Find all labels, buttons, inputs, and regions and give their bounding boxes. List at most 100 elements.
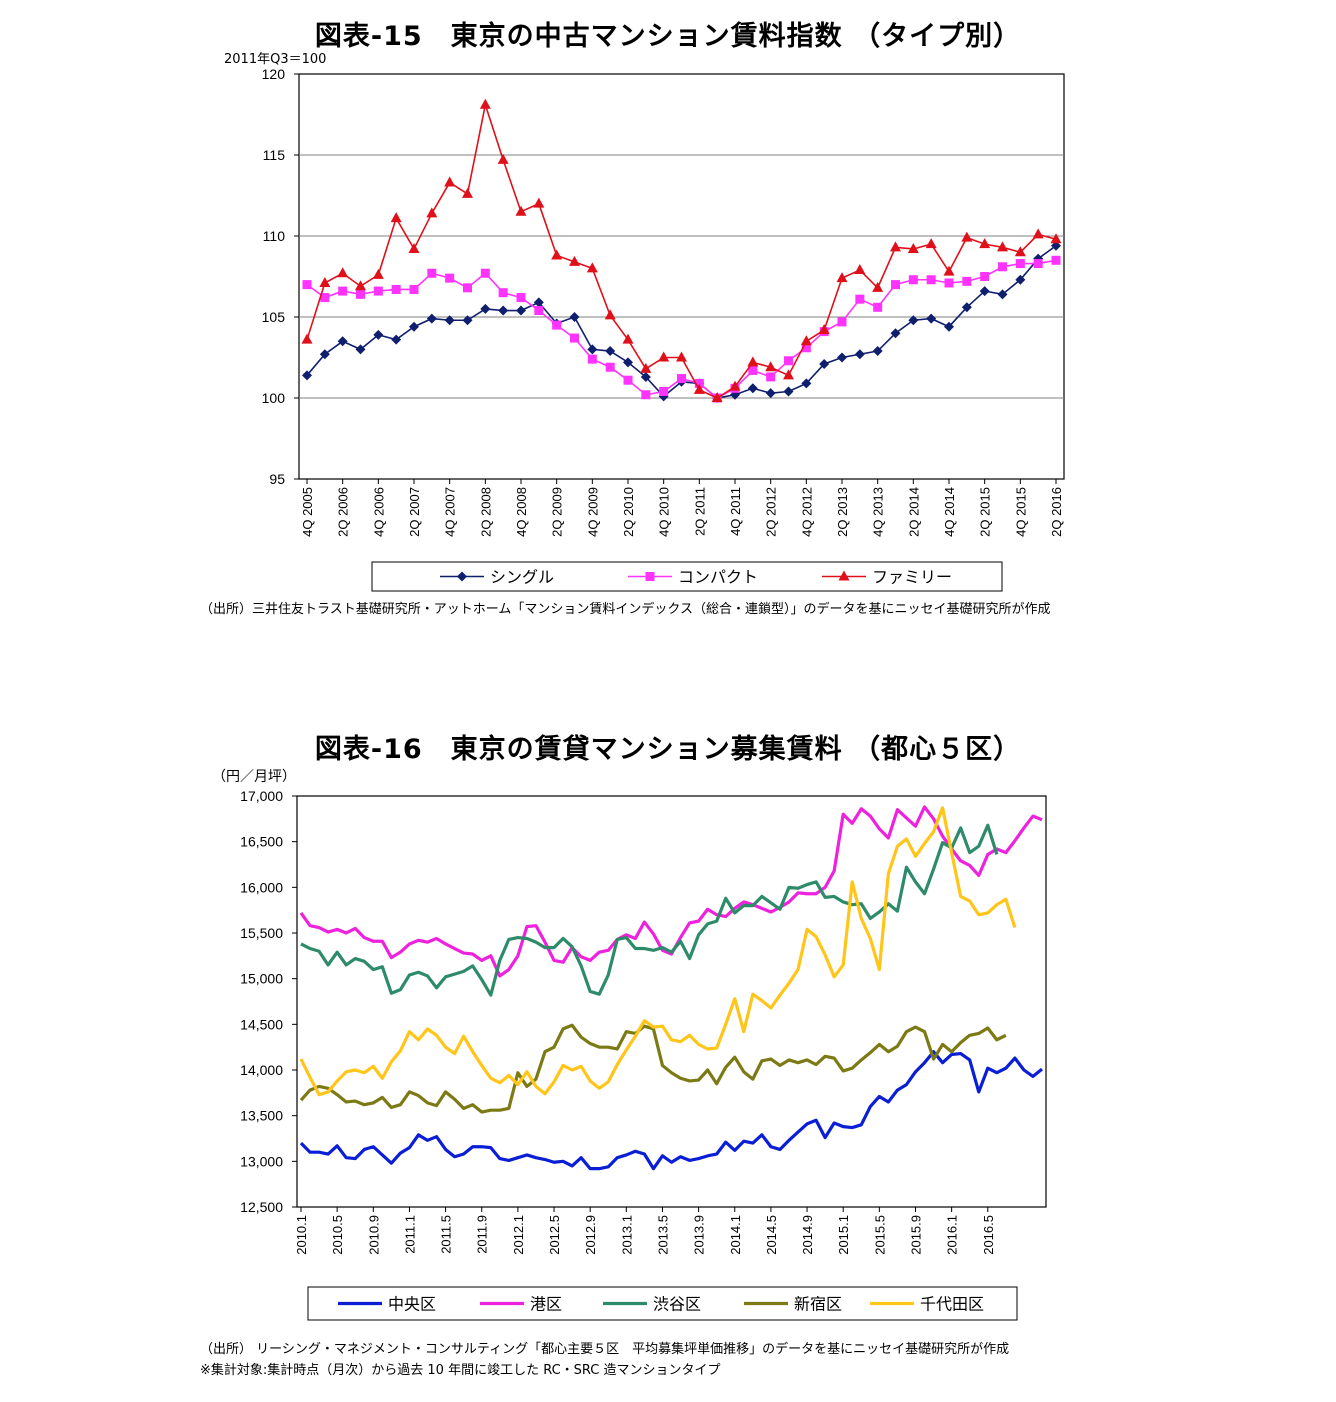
chart1-x-tick-label: 4Q 2005 — [300, 487, 315, 537]
chart1-point-1 — [1051, 255, 1061, 265]
chart1-point-2 — [872, 281, 884, 292]
chart1-legend-label-1: コンパクト — [678, 569, 758, 587]
chart2-series-line-0 — [299, 1050, 1044, 1171]
chart1-point-0 — [926, 313, 937, 324]
chart1-point-0 — [373, 329, 384, 340]
chart1-x-tick-label: 2Q 2006 — [336, 487, 351, 537]
chart1-point-0 — [819, 358, 830, 369]
chart2-svg: 12,500 13,000 13,500 14,000 14,500 15,000 15,5… — [240, 788, 1047, 1321]
chart1-legend-marker-0 — [457, 571, 467, 582]
chart1-point-2 — [569, 255, 580, 266]
chart1-x-tick-label: 4Q 2008 — [514, 487, 529, 537]
chart1-point-1 — [516, 293, 526, 303]
chart1-point-0 — [783, 386, 794, 397]
chart1-point-1 — [801, 343, 811, 353]
chart1-point-1 — [391, 284, 401, 294]
chart1-point-0 — [498, 305, 509, 316]
chart1-x-tick-label: 2Q 2011 — [692, 487, 707, 536]
chart1-point-0 — [587, 344, 598, 355]
chart1-point-1 — [980, 272, 990, 281]
chart1-point-0 — [480, 303, 491, 314]
chart2-x-tick-label: 2011.1 — [402, 1215, 417, 1254]
chart1-point-1 — [534, 306, 544, 316]
chart1-point-2 — [462, 187, 473, 198]
chart1-x-tick-label: 4Q 2012 — [799, 487, 814, 537]
chart1-legend-label-2: ファミリー — [872, 570, 952, 587]
chart1-point-0 — [516, 305, 526, 316]
chart1-point-0 — [765, 388, 776, 399]
chart1-point-1 — [373, 286, 383, 296]
chart1-point-1 — [570, 333, 579, 343]
chart1-point-2 — [622, 333, 634, 344]
chart2-x-tick-label: 2011.5 — [439, 1215, 454, 1254]
chart1-point-0 — [640, 371, 651, 382]
chart1-point-1 — [623, 375, 633, 385]
chart1-point-0 — [979, 286, 990, 297]
chart2-x-tick-label: 2010.9 — [366, 1215, 381, 1255]
chart1-point-2 — [711, 392, 723, 402]
chart1-point-0 — [337, 336, 348, 347]
chart2-x-tick-label: 2014.1 — [728, 1215, 743, 1255]
chart1-point-1 — [766, 372, 776, 382]
chart1-point-1 — [908, 275, 918, 285]
chart1-x-tick-label: 2Q 2016 — [1049, 487, 1064, 537]
chart1-x-tick-label: 4Q 2011 — [728, 487, 743, 536]
chart1-source-note: （出所）三井住友トラスト基礎研究所・アットホーム「マンション賃料インデックス（総… — [200, 602, 1051, 617]
chart1-point-0 — [908, 315, 919, 326]
chart1-point-1 — [998, 262, 1007, 272]
chart1-point-0 — [409, 321, 419, 332]
chart1-point-1 — [891, 280, 900, 290]
chart1-point-2 — [479, 98, 491, 109]
chart2-x-tick-label: 2015.1 — [836, 1215, 851, 1255]
chart2-x-tick-label: 2014.9 — [800, 1215, 815, 1255]
chart1-x-tick-label: 2Q 2008 — [478, 487, 493, 537]
chart1-point-1 — [659, 387, 669, 397]
chart1-point-2 — [800, 335, 812, 346]
chart1-point-2 — [1014, 246, 1026, 257]
chart2-source-note-1: （出所） リーシング・マネジメント・コンサルティング「都心主要５区 平均募集坪単… — [200, 1342, 1010, 1357]
chart2-y-tick-label: 16,500 — [240, 834, 283, 850]
chart2-x-tick-label: 2016.5 — [981, 1215, 996, 1255]
chart1-point-1 — [605, 362, 615, 372]
chart1-point-1 — [480, 268, 490, 278]
chart2-x-tick-label: 2012.5 — [547, 1215, 562, 1255]
chart1-point-0 — [569, 312, 580, 322]
chart1-point-1 — [498, 288, 508, 298]
chart1-point-2 — [747, 356, 759, 367]
chart2-legend-label-1: 港区 — [530, 1296, 562, 1314]
chart2-legend-label-4: 千代田区 — [920, 1296, 984, 1314]
chart1-point-1 — [962, 276, 972, 286]
chart1-point-0 — [944, 321, 954, 332]
chart2-x-tick-label: 2015.9 — [908, 1215, 923, 1255]
chart2-source-note-2: ※集計対象:集計時点（月次）から過去 10 年間に竣工した RC・SRC 造マン… — [200, 1363, 721, 1378]
chart1-point-1 — [1033, 259, 1043, 269]
chart2-y-tick-label: 17,000 — [240, 788, 283, 804]
chart1-x-tick-label: 2Q 2013 — [835, 487, 850, 537]
chart1-point-1 — [784, 356, 793, 366]
chart2-x-tick-label: 2014.5 — [764, 1215, 779, 1255]
chart1-title: 図表-15 東京の中古マンション賃料指数 （タイプ別） — [314, 21, 1022, 52]
chart1-x-tick-label: 2Q 2009 — [550, 487, 565, 537]
chart1-point-1 — [748, 365, 758, 375]
chart1-legend-marker-2 — [838, 570, 850, 581]
chart2-x-tick-label: 2011.9 — [475, 1215, 490, 1254]
chart2-y-tick-label: 13,500 — [240, 1108, 283, 1124]
chart1-x-tick-label: 4Q 2015 — [1013, 487, 1028, 537]
chart1-point-0 — [997, 289, 1008, 300]
chart1-point-0 — [302, 370, 312, 381]
chart1-point-2 — [497, 153, 509, 164]
chart2-series-line-3 — [299, 1023, 1007, 1114]
chart1-point-2 — [515, 205, 527, 216]
chart1-x-tick-label: 4Q 2013 — [871, 487, 886, 537]
chart1-legend-label-0: シングル — [490, 569, 554, 587]
chart1-point-2 — [943, 265, 955, 276]
chart2-series-line-2 — [300, 823, 999, 997]
chart1-point-0 — [872, 346, 883, 357]
chart1-x-tick-label: 2Q 2012 — [764, 487, 779, 537]
chart1-x-tick-label: 4Q 2014 — [942, 487, 957, 537]
chart2-y-tick-label: 14,000 — [240, 1062, 283, 1078]
chart1-y-tick-label: 115 — [263, 147, 286, 163]
chart2-y-tick-label: 15,500 — [240, 925, 283, 941]
chart1-point-0 — [533, 297, 544, 308]
chart1-y-tick-label: 120 — [262, 66, 286, 82]
